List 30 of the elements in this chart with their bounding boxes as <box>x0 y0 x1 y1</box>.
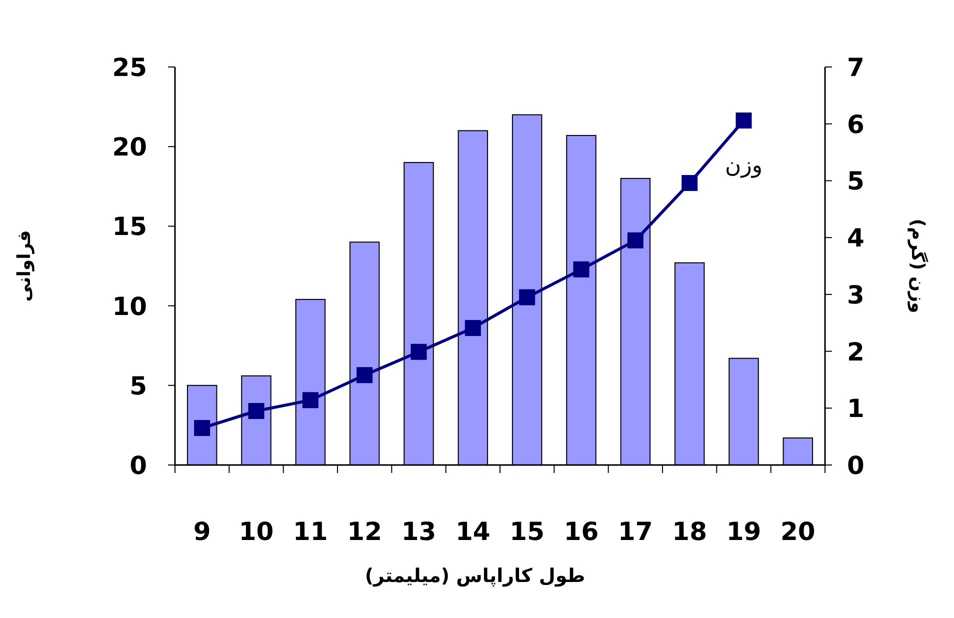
y-tick-label: 10 <box>112 292 147 321</box>
series-label: وزن <box>725 153 762 178</box>
y2-tick-label: 5 <box>847 166 864 196</box>
y-tick-label: 0 <box>130 451 147 480</box>
x-tick-label: 16 <box>564 517 599 546</box>
x-tick-label: 19 <box>726 517 762 546</box>
y2-tick-label: 7 <box>847 53 864 82</box>
x-tick-label: 15 <box>510 517 544 546</box>
x-tick-label: 9 <box>193 517 211 546</box>
y2-tick-label: 2 <box>847 337 864 366</box>
x-tick-label: 12 <box>347 517 382 546</box>
y-tick-label: 15 <box>112 212 147 242</box>
y-tick-label: 25 <box>112 53 147 82</box>
y2-tick-label: 4 <box>847 224 864 253</box>
y2-axis-title: وزن (گرم) <box>907 218 929 314</box>
x-tick-label: 20 <box>780 517 816 546</box>
y-tick-label: 5 <box>130 371 147 400</box>
y2-tick-label: 0 <box>847 451 864 480</box>
x-tick-label: 17 <box>618 517 653 546</box>
x-tick-label: 10 <box>238 517 274 546</box>
x-tick-label: 18 <box>672 517 707 546</box>
y2-tick-label: 3 <box>847 280 864 310</box>
x-axis-title: طول کاراپاس (میلیمتر) <box>364 565 586 587</box>
x-tick-label: 11 <box>293 517 328 546</box>
y2-tick-label: 6 <box>847 110 864 139</box>
x-tick-label: 13 <box>401 517 436 546</box>
y-tick-label: 20 <box>112 132 147 162</box>
y-axis-title: فراوانی <box>14 230 35 302</box>
x-tick-label: 14 <box>456 517 490 546</box>
y2-tick-label: 1 <box>847 394 864 424</box>
